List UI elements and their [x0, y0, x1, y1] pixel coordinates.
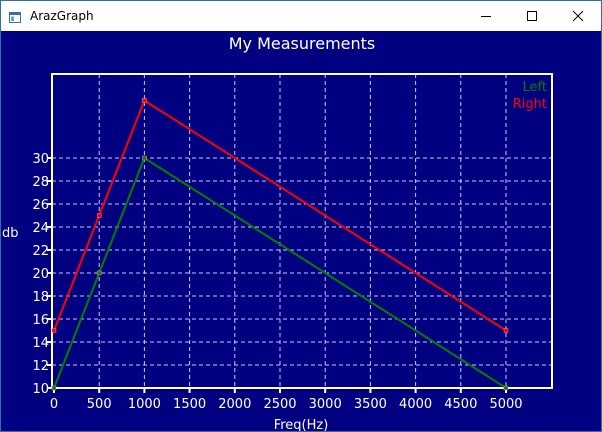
x-tick-label: 500: [87, 397, 112, 412]
close-icon: [572, 10, 584, 22]
x-tick-label: 2500: [263, 397, 296, 412]
minimize-button[interactable]: [463, 1, 509, 31]
y-tick-label: 28: [32, 175, 49, 190]
y-tick-label: 16: [32, 313, 49, 328]
y-tick-label: 10: [32, 382, 49, 397]
x-tick-label: 2000: [218, 397, 251, 412]
legend: Left Right: [513, 80, 547, 112]
app-icon: [9, 10, 21, 23]
axis-labels: 0 500 1000 1500 2000 2500 3000 3500 4000 4500 5000…: [32, 152, 522, 412]
x-tick-label: 4000: [399, 397, 432, 412]
chart-area: [1, 31, 601, 431]
y-tick-label: 12: [32, 359, 49, 374]
data-point-right: [96, 213, 102, 218]
data-point-left: [96, 270, 102, 276]
data-point-right: [142, 98, 147, 103]
x-tick-label: 0: [50, 397, 58, 412]
data-point-right: [51, 328, 57, 333]
x-tick-label: 4500: [444, 397, 477, 412]
title-bar[interactable]: ArazGraph: [1, 1, 601, 31]
y-axis-label: db: [2, 226, 19, 241]
minimize-icon: [480, 10, 492, 22]
y-tick-label: 22: [32, 244, 49, 259]
legend-item-left: Left: [523, 80, 547, 95]
series-line-left: [53, 156, 507, 389]
y-tick-label: 24: [32, 221, 49, 236]
data-point-left: [142, 155, 147, 161]
series-lines: [51, 98, 509, 391]
maximize-button[interactable]: [509, 1, 555, 31]
series-line-right: [53, 99, 507, 332]
window-title: ArazGraph: [30, 9, 94, 23]
data-point-left: [51, 385, 57, 391]
x-tick-label: 1500: [173, 397, 206, 412]
maximize-icon: [526, 10, 538, 22]
y-tick-label: 20: [32, 267, 49, 282]
y-tick-label: 14: [32, 336, 49, 351]
y-tick-label: 18: [32, 290, 49, 305]
axes: [47, 73, 553, 393]
x-axis-label: Freq(Hz): [274, 418, 329, 431]
plot-frame: [51, 73, 553, 389]
close-button[interactable]: [555, 1, 601, 31]
x-tick-label: 3500: [354, 397, 387, 412]
legend-item-right: Right: [513, 97, 547, 112]
data-point-right: [503, 328, 509, 333]
line-chart: 0 500 1000 1500 2000 2500 3000 3500 4000 4500 5000…: [2, 34, 553, 431]
x-tick-label: 5000: [489, 397, 522, 412]
chart-title: My Measurements: [229, 34, 376, 53]
y-tick-label: 30: [32, 152, 49, 167]
x-tick-label: 3000: [309, 397, 342, 412]
y-tick-label: 26: [32, 198, 49, 213]
grid-lines: [52, 74, 552, 388]
x-tick-label: 1000: [128, 397, 161, 412]
data-point-left: [503, 385, 509, 391]
